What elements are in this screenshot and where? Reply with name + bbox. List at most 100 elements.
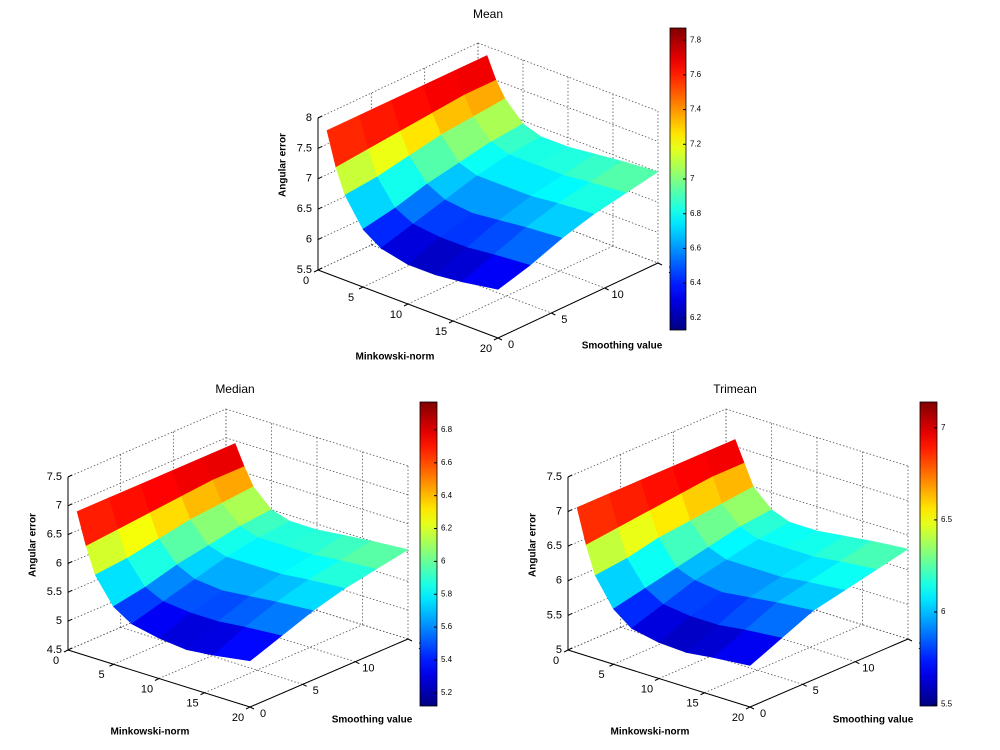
z-tick <box>317 206 323 210</box>
x-axis-label: Minkowski-norm <box>356 352 435 363</box>
x-tick <box>700 692 705 696</box>
colorbar-tick-label: 6.8 <box>441 425 453 434</box>
z-tick <box>567 578 573 582</box>
z-axis-label: Angular error <box>528 513 539 577</box>
x-tick-label: 5 <box>98 669 104 681</box>
z-axis-label: Angular error <box>278 133 289 197</box>
y-axis <box>249 638 409 708</box>
z-tick-label: 6 <box>556 575 562 587</box>
grid-line <box>567 408 727 478</box>
grid-line <box>317 42 479 119</box>
grid-line <box>658 610 818 679</box>
colorbar-tick-label: 6 <box>441 557 446 566</box>
grid-line <box>477 42 659 112</box>
grid-line <box>120 626 303 685</box>
x-tick <box>654 678 660 681</box>
y-tick <box>749 706 755 710</box>
z-tick <box>67 589 73 593</box>
x-tick <box>313 269 319 273</box>
z-tick <box>67 474 73 478</box>
z-tick <box>67 532 73 536</box>
y-tick <box>802 683 807 687</box>
surface-patch <box>212 626 283 662</box>
z-tick-label: 6 <box>306 234 312 246</box>
z-tick <box>567 543 573 547</box>
x-tick <box>154 678 160 681</box>
colorbar-tick-label: 7.4 <box>690 105 702 114</box>
grid-line <box>67 437 227 507</box>
colorbar <box>419 401 438 707</box>
colorbar-tick-label: 6.6 <box>441 458 453 467</box>
grid-line <box>567 581 727 651</box>
chart-title: Mean <box>473 7 503 21</box>
x-tick <box>563 649 569 653</box>
z-tick <box>567 474 573 478</box>
chart-title: Median <box>215 382 254 396</box>
colorbar-tick-label: 5.2 <box>441 688 453 697</box>
grid-line <box>225 408 409 467</box>
y-tick <box>497 337 503 341</box>
y-tick-label: 10 <box>362 663 374 675</box>
z-tick <box>317 176 323 180</box>
z-tick <box>567 509 573 513</box>
y-tick <box>249 706 255 710</box>
y-tick-label: 10 <box>862 663 874 675</box>
z-tick-label: 5.5 <box>297 264 312 276</box>
z-tick-label: 5 <box>56 615 62 627</box>
z-tick-label: 5.5 <box>547 609 562 621</box>
grid-line <box>225 437 409 496</box>
x-tick-label: 10 <box>141 683 153 695</box>
z-tick-label: 7 <box>56 500 62 512</box>
colorbar-tick-label: 6.6 <box>690 244 702 253</box>
colorbar <box>919 401 938 707</box>
z-tick-label: 7.5 <box>47 471 62 483</box>
x-tick-label: 5 <box>348 292 354 304</box>
grid-line <box>725 477 909 536</box>
x-tick-label: 20 <box>480 343 492 355</box>
colorbar-tick-label: 5.8 <box>441 589 453 598</box>
colorbar-tick-label: 6.2 <box>441 524 453 533</box>
y-tick <box>551 312 556 316</box>
colorbar-tick-label: 6 <box>941 607 946 616</box>
grid-line <box>67 523 227 593</box>
y-axis-label: Smoothing value <box>833 715 914 726</box>
y-tick-label: 5 <box>561 314 567 326</box>
y-tick-label: 10 <box>612 289 624 301</box>
z-tick <box>317 267 323 271</box>
colorbar-tick-label: 6.5 <box>941 515 953 524</box>
grid-line <box>67 552 227 622</box>
z-tick-label: 7.5 <box>547 471 562 483</box>
z-tick <box>67 618 73 622</box>
x-tick-label: 20 <box>232 712 244 724</box>
colorbar-tick-label: 7 <box>941 423 946 432</box>
z-tick-label: 7 <box>306 173 312 185</box>
y-axis-label: Smoothing value <box>582 341 663 352</box>
z-tick-label: 6.5 <box>547 540 562 552</box>
x-tick-label: 0 <box>53 655 59 667</box>
colorbar-tick-label: 5.6 <box>441 622 453 631</box>
x-tick <box>63 649 69 653</box>
y-tick-label: 0 <box>760 708 766 720</box>
z-tick <box>67 503 73 507</box>
x-tick-label: 15 <box>686 698 698 710</box>
z-tick-label: 5.5 <box>47 586 62 598</box>
y-tick <box>907 638 913 642</box>
x-tick-label: 10 <box>641 683 653 695</box>
grid-line <box>477 73 659 142</box>
grid-line <box>204 624 363 694</box>
x-tick-label: 15 <box>186 698 198 710</box>
colorbar-tick-label: 7.8 <box>690 35 702 44</box>
y-axis <box>749 638 909 708</box>
y-tick <box>657 262 663 266</box>
x-tick-label: 0 <box>303 275 309 287</box>
colorbar-tick-label: 7.2 <box>690 139 702 148</box>
x-tick <box>448 320 454 324</box>
z-axis-label: Angular error <box>28 513 39 577</box>
z-tick-label: 7.5 <box>297 142 312 154</box>
y-tick <box>355 661 360 665</box>
grid-line <box>67 581 227 651</box>
y-tick-label: 0 <box>508 339 514 351</box>
z-tick <box>67 561 73 564</box>
x-tick-label: 5 <box>598 669 604 681</box>
